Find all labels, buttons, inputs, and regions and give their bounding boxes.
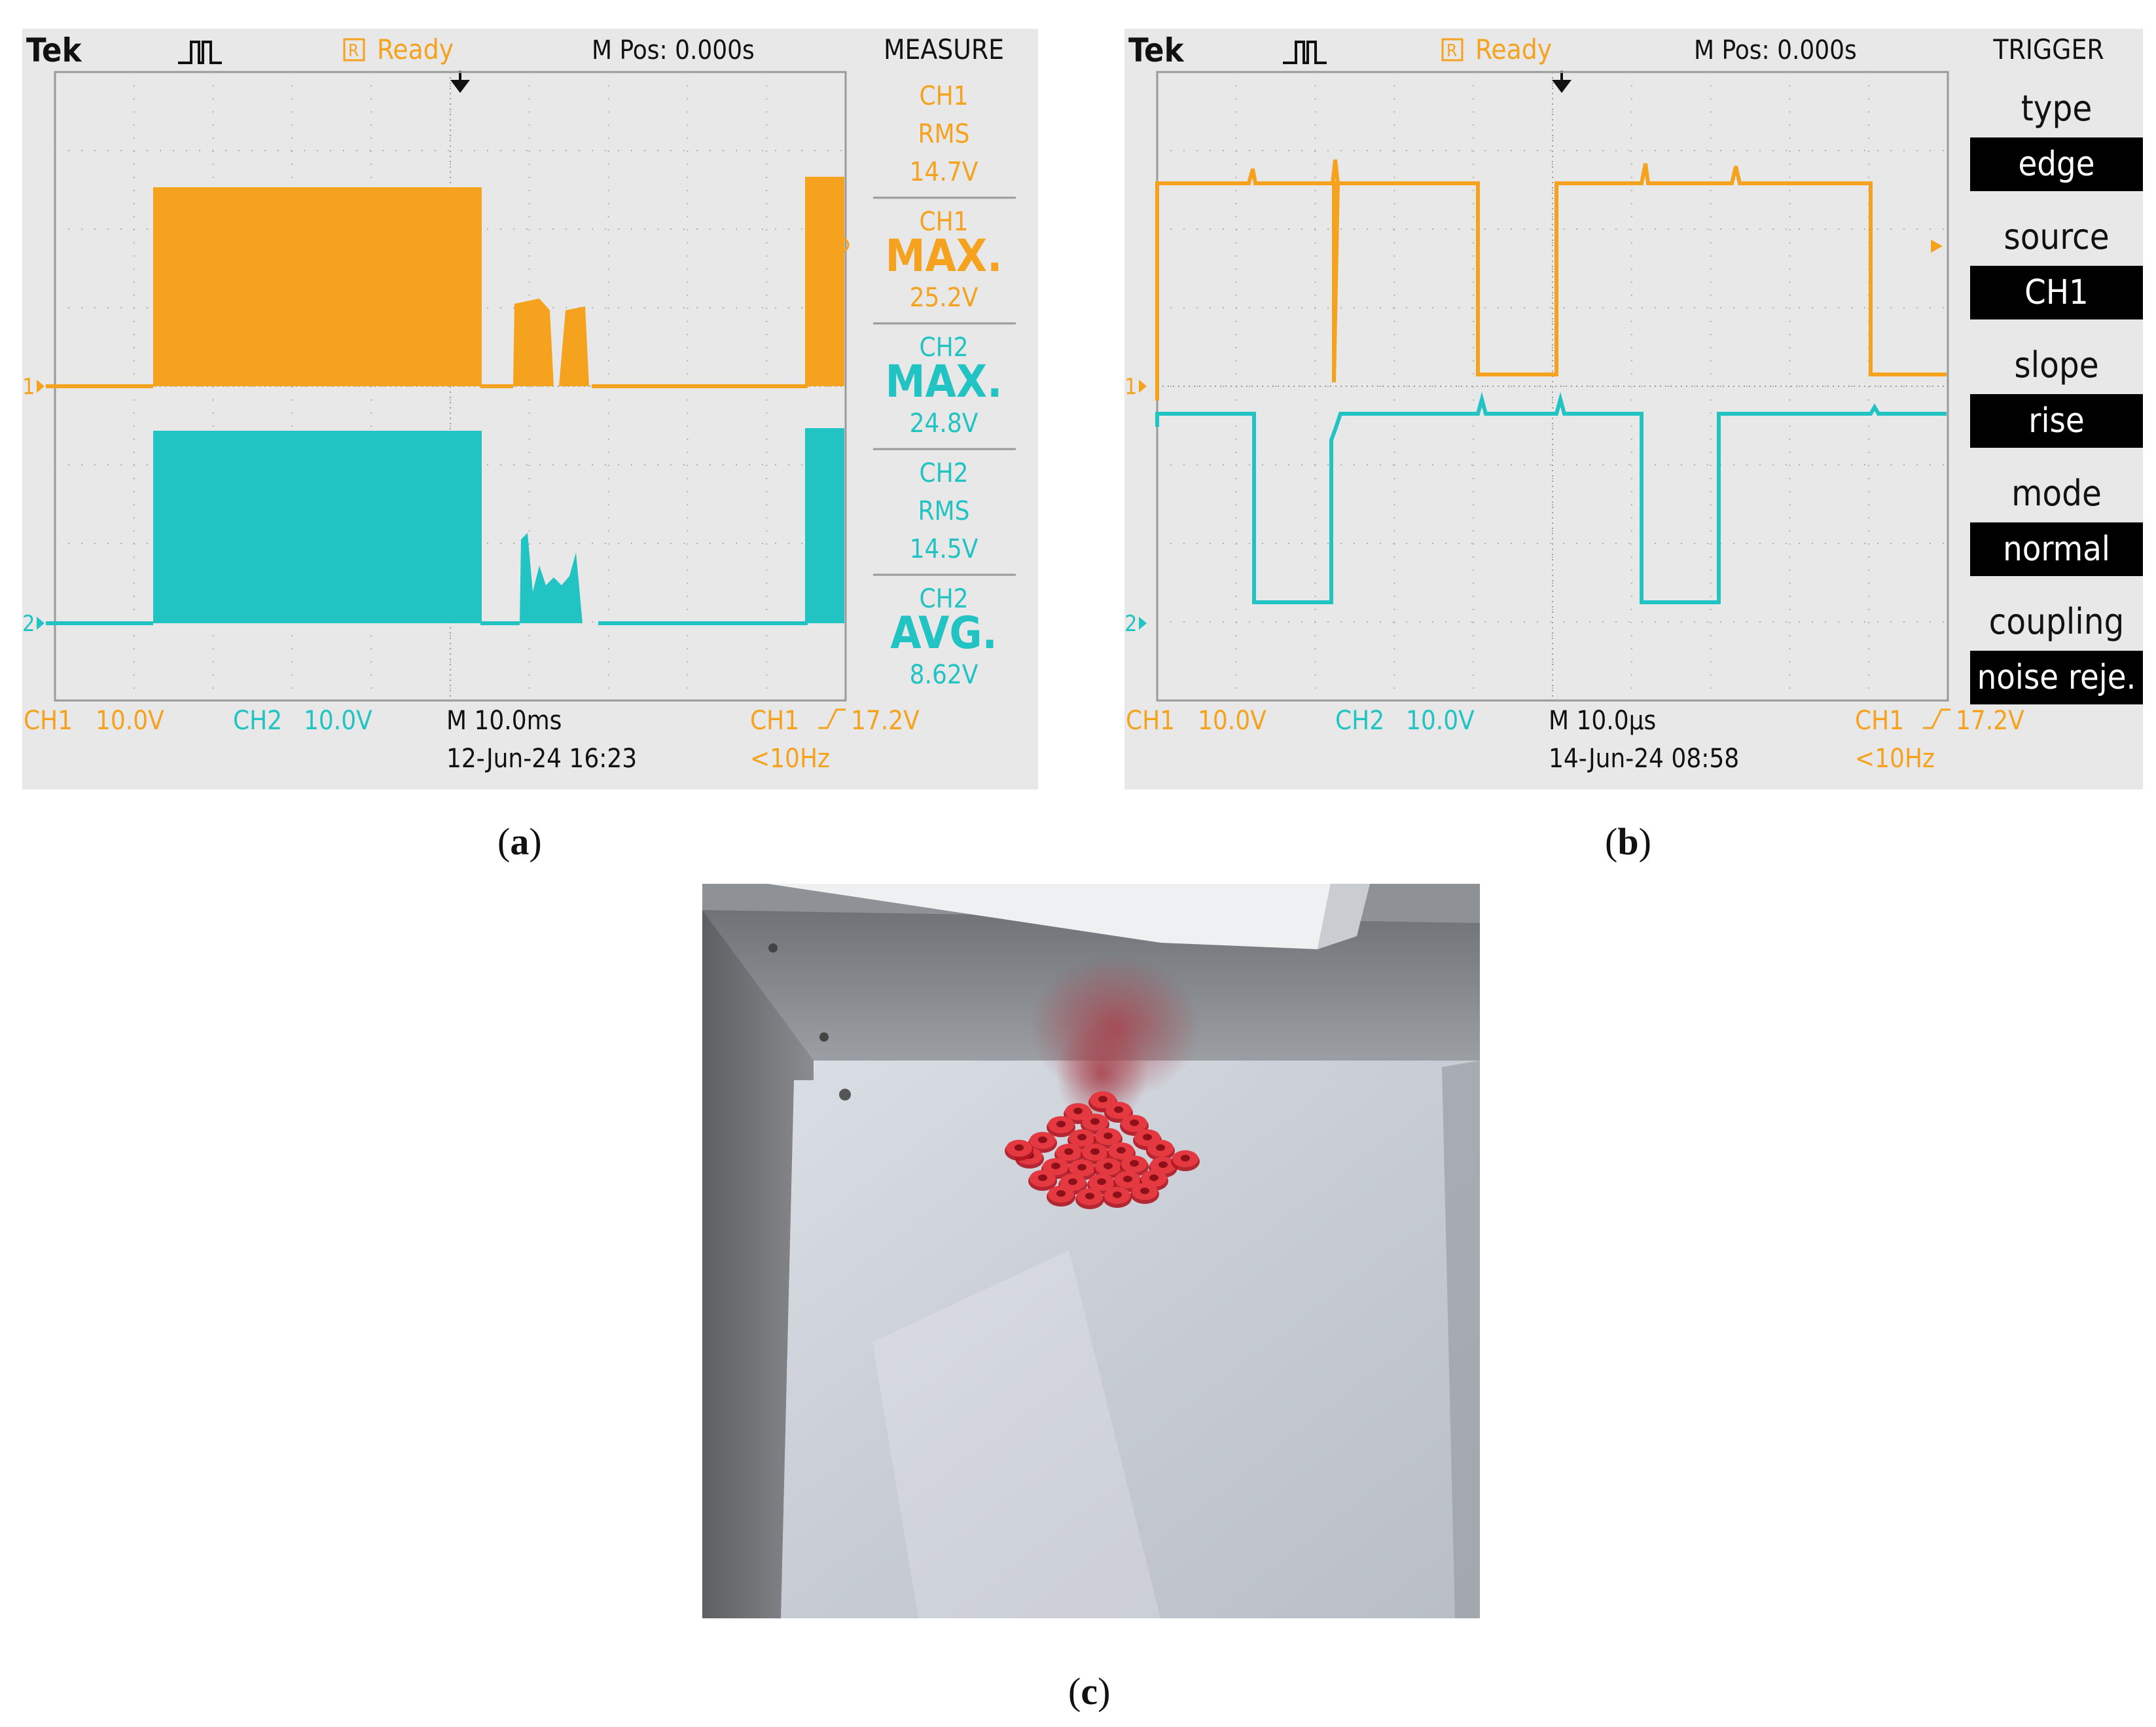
measure-value: 8.62V	[910, 660, 979, 690]
scope-b-svg: Tek R Ready M Pos: 0.000s TRIGGER type ed…	[1124, 29, 2143, 790]
timebase-readout: M 10.0ms	[446, 706, 562, 736]
trigger-menu-label: mode	[2011, 473, 2102, 514]
mpos-readout: M Pos: 0.000s	[592, 35, 755, 65]
oscilloscope-screen-b: Tek R Ready M Pos: 0.000s TRIGGER type ed…	[1124, 29, 2143, 790]
scope-a-bg	[22, 29, 1038, 790]
ch2-scale-label: CH2	[1335, 706, 1384, 736]
trigger-menu-label: source	[2003, 216, 2109, 257]
ch1-scale-value: 10.0V	[1198, 706, 1267, 736]
measure-value: 25.2V	[910, 283, 979, 313]
trigger-level: 17.2V	[851, 706, 920, 736]
photo-svg	[702, 884, 1480, 1618]
ch1-scale-label: CH1	[1126, 706, 1175, 736]
measure-type: MAX.	[886, 356, 1003, 408]
trigger-position-arrow	[1552, 80, 1572, 93]
trigger-menu-value: edge	[2019, 145, 2095, 184]
top-plate	[768, 884, 1331, 949]
trigger-menu-value-box[interactable]	[1970, 651, 2143, 704]
trigger-menu: type edge source CH1 slope rise mode normal coup…	[1970, 88, 2143, 704]
status-text: Ready	[1475, 33, 1552, 65]
ch1-ground-marker: 1	[22, 374, 35, 400]
trigger-menu-value: rise	[2028, 401, 2084, 441]
waveforms	[1155, 159, 1947, 604]
caption-b: (b)	[1605, 820, 1651, 863]
frequency-readout: <10Hz	[750, 744, 830, 774]
date-readout: 12-Jun-24 16:23	[446, 744, 637, 774]
ch2-scale-label: CH2	[233, 706, 282, 736]
trigger-channel: CH1	[750, 706, 799, 736]
trigger-menu-value-box[interactable]	[1970, 266, 2143, 319]
measure-channel: CH2	[919, 333, 968, 363]
caption-c: (c)	[1068, 1670, 1111, 1713]
trigger-pulse-icon	[178, 41, 222, 64]
waveforms	[46, 177, 844, 625]
ch1-scale-label: CH1	[24, 706, 73, 736]
trigger-menu-value-box[interactable]	[1970, 522, 2143, 576]
measure-channel: CH1	[919, 81, 968, 111]
measure-menu: CH1RMS14.7VCH1MAX.25.2VCH2MAX.24.8VCH2RM…	[834, 81, 1016, 690]
measure-type: RMS	[918, 119, 970, 149]
ready-status-icon	[1441, 38, 1464, 62]
trigger-pulse-icon	[1283, 41, 1327, 64]
ch2-scale-value: 10.0V	[304, 706, 372, 736]
measure-value: 14.7V	[910, 157, 979, 187]
trigger-menu-value: CH1	[2024, 273, 2089, 312]
measure-value: 24.8V	[910, 409, 979, 439]
ch2-ground-marker: 2	[22, 611, 35, 637]
trigger-menu-label: type	[2021, 88, 2093, 129]
rising-edge-icon	[1923, 708, 1950, 729]
ready-status-letter: R	[348, 41, 359, 61]
ch1-ground-marker: 1	[1124, 374, 1137, 400]
trigger-menu-value: noise reje.	[1977, 658, 2136, 697]
trigger-menu-label: slope	[2014, 344, 2098, 386]
frequency-readout: <10Hz	[1855, 744, 1935, 774]
mpos-readout: M Pos: 0.000s	[1694, 35, 1857, 65]
trigger-channel: CH1	[1855, 706, 1904, 736]
caption-a: (a)	[497, 820, 542, 863]
trigger-level: 17.2V	[1956, 706, 2024, 736]
ch1-scale-value: 10.0V	[96, 706, 164, 736]
menu-title: TRIGGER	[1992, 33, 2104, 65]
trigger-menu-value-box[interactable]	[1970, 394, 2143, 448]
ch2-ground-marker: 2	[1124, 611, 1137, 637]
measure-type: RMS	[918, 496, 970, 526]
brand-logo: Tek	[26, 31, 82, 69]
measure-channel: CH2	[919, 458, 968, 488]
photo-tray-with-pellets	[702, 884, 1480, 1618]
measure-value: 14.5V	[910, 534, 979, 564]
trigger-menu-value: normal	[2003, 530, 2110, 569]
red-pellets-cluster	[1005, 1091, 1200, 1209]
oscilloscope-screen-a: Tek R Ready M Pos: 0.000s MEASURE CH1 RMS…	[22, 29, 1038, 790]
trigger-menu-label: coupling	[1989, 601, 2125, 642]
trigger-menu-value-box[interactable]	[1970, 137, 2143, 191]
ready-status-icon	[343, 38, 365, 62]
ch2-scale-value: 10.0V	[1406, 706, 1475, 736]
measure-channel: CH2	[919, 584, 968, 614]
measure-channel: CH1	[919, 207, 968, 237]
ready-status-letter: R	[1446, 41, 1457, 61]
status-text: Ready	[377, 33, 454, 65]
trigger-position-arrow	[450, 80, 470, 93]
brand-logo: Tek	[1128, 31, 1185, 69]
menu-title: MEASURE	[884, 33, 1004, 65]
rising-edge-icon	[818, 708, 846, 729]
scope-a-svg: Tek R Ready M Pos: 0.000s MEASURE CH1 RMS…	[22, 29, 1038, 790]
measure-type: AVG.	[890, 608, 997, 659]
trigger-level-marker	[1931, 240, 1943, 253]
measure-type: MAX.	[886, 230, 1003, 282]
date-readout: 14-Jun-24 08:58	[1549, 744, 1739, 774]
timebase-readout: M 10.0µs	[1549, 706, 1656, 736]
